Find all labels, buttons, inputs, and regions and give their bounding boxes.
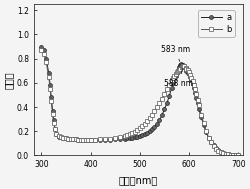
Line: a: a	[39, 45, 240, 157]
b	[212, 145, 215, 147]
X-axis label: 波长（nm）: 波长（nm）	[119, 175, 158, 185]
a	[212, 144, 215, 147]
b	[133, 130, 136, 133]
b	[77, 138, 80, 141]
b	[160, 97, 164, 100]
a	[160, 114, 164, 117]
b	[40, 49, 43, 51]
a	[133, 136, 136, 138]
Y-axis label: 吸光度: 吸光度	[4, 71, 14, 89]
Text: 588 nm: 588 nm	[164, 69, 193, 88]
b	[60, 136, 62, 138]
Text: 583 nm: 583 nm	[161, 45, 190, 61]
Legend: a, b: a, b	[198, 10, 235, 37]
a	[54, 132, 58, 135]
b	[54, 132, 58, 135]
a	[60, 136, 62, 138]
b	[237, 154, 240, 156]
Line: b: b	[39, 48, 240, 157]
a	[77, 138, 80, 141]
a	[40, 45, 43, 48]
a	[237, 154, 240, 156]
